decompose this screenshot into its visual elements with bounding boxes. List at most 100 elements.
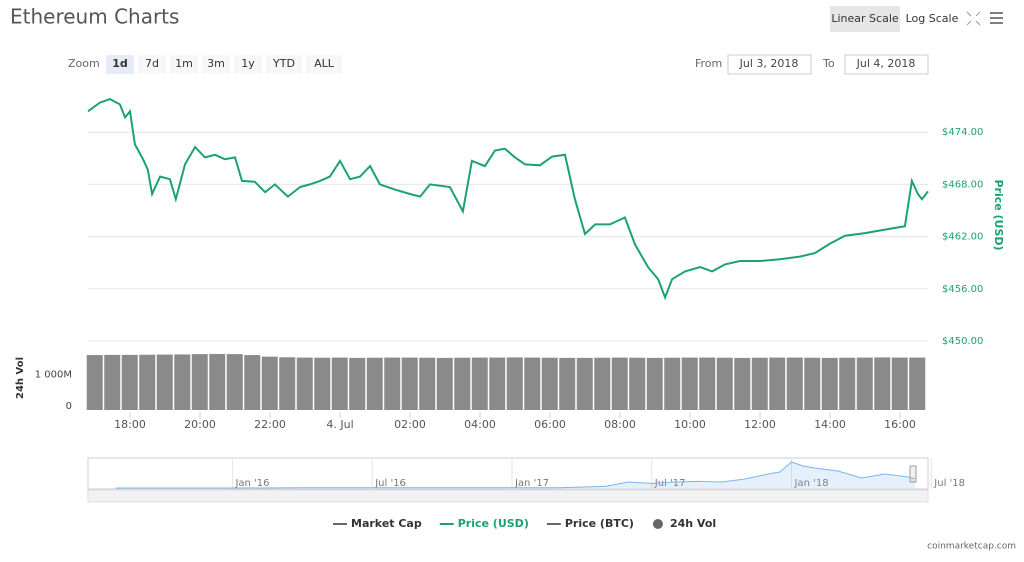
- volume-bar: [419, 357, 436, 410]
- nav-tick-label: Jul '16: [374, 478, 406, 489]
- volume-bar: [506, 357, 523, 410]
- volume-bar: [296, 357, 313, 410]
- zoom-button-label[interactable]: 1y: [241, 57, 255, 70]
- volume-bar: [174, 354, 191, 410]
- to-date[interactable]: Jul 4, 2018: [856, 57, 916, 70]
- volume-bar: [156, 354, 173, 410]
- volume-bar: [454, 357, 471, 410]
- zoom-button-label[interactable]: 7d: [145, 57, 159, 70]
- volume-bar: [751, 357, 768, 410]
- nav-tick-label: Jan '17: [514, 478, 549, 489]
- x-tick-label: 08:00: [604, 418, 636, 431]
- x-tick-label: 20:00: [184, 418, 216, 431]
- volume-bar: [541, 357, 558, 410]
- volume-bar: [191, 354, 208, 410]
- vol-tick-label: 1 000M: [35, 369, 72, 380]
- scrollbar[interactable]: [87, 489, 929, 503]
- zoom-button[interactable]: [234, 55, 262, 74]
- nav-tick-label: Jan '16: [234, 478, 269, 489]
- legend-label[interactable]: Market Cap: [351, 517, 422, 530]
- to-input[interactable]: [844, 54, 929, 75]
- credit: coinmarketcap.com: [927, 542, 1016, 552]
- nav-tick-label: Jul '17: [654, 478, 686, 489]
- volume-bar: [559, 357, 576, 410]
- volume-bar: [209, 353, 226, 410]
- volume-bar: [104, 354, 121, 410]
- volume-bar: [856, 357, 873, 410]
- scale-button-bg[interactable]: [830, 6, 900, 32]
- x-tick-label: 18:00: [114, 418, 146, 431]
- from-input[interactable]: [727, 54, 812, 75]
- x-tick-label: 04:00: [464, 418, 496, 431]
- volume-bar: [436, 357, 453, 410]
- legend-label[interactable]: 24h Vol: [670, 517, 716, 530]
- nav-area-fill: [115, 462, 915, 488]
- zoom-button[interactable]: [138, 55, 166, 74]
- y-tick-label: $474.00: [942, 127, 983, 138]
- volume-bar: [716, 357, 733, 410]
- navigator-frame: [87, 457, 929, 490]
- volume-bar: [471, 357, 488, 410]
- volume-bar: [874, 357, 891, 410]
- zoom-button-label[interactable]: 1m: [175, 57, 193, 70]
- volume-bar: [489, 357, 506, 410]
- x-tick-label: 14:00: [814, 418, 846, 431]
- x-tick-label: 4. Jul: [326, 418, 353, 431]
- volume-bar: [121, 354, 138, 410]
- scale-button[interactable]: Log Scale: [906, 12, 959, 25]
- volume-bar: [226, 354, 243, 410]
- legend-symbol[interactable]: [652, 519, 663, 529]
- nav-tick-label: Jul '18: [933, 478, 965, 489]
- zoom-button-label[interactable]: 3m: [207, 57, 225, 70]
- scale-button[interactable]: Linear Scale: [831, 12, 899, 25]
- navigator-handle[interactable]: [909, 465, 917, 483]
- zoom-button[interactable]: [266, 55, 302, 74]
- menu-icon[interactable]: [990, 12, 1003, 24]
- volume-bar: [576, 357, 593, 410]
- nav-line: [116, 461, 916, 489]
- x-tick-label: 10:00: [674, 418, 706, 431]
- volume-bar: [279, 357, 296, 410]
- volume-bar: [821, 357, 838, 410]
- volume-bar: [646, 357, 663, 410]
- legend-label[interactable]: Price (USD): [458, 517, 529, 530]
- volume-bar: [611, 357, 628, 410]
- volume-bar: [786, 357, 803, 410]
- from-date[interactable]: Jul 3, 2018: [739, 57, 799, 70]
- volume-bar: [314, 357, 331, 410]
- volume-bar: [699, 357, 716, 410]
- nav-tick-label: Jan '18: [794, 478, 829, 489]
- volume-bar: [909, 357, 926, 410]
- zoom-button-label[interactable]: ALL: [314, 57, 335, 70]
- volume-bar: [86, 355, 103, 410]
- price-line: [87, 98, 929, 301]
- zoom-button[interactable]: [202, 55, 230, 74]
- zoom-button-label[interactable]: 1d: [112, 57, 128, 70]
- volume-bar: [891, 357, 908, 410]
- volume-bar: [524, 357, 541, 410]
- to-label: To: [822, 57, 835, 70]
- fullscreen-icon[interactable]: [966, 11, 981, 26]
- y-tick-label: $468.00: [942, 179, 983, 190]
- title: Ethereum Charts: [10, 5, 179, 29]
- x-tick-label: 22:00: [254, 418, 286, 431]
- y-axis-title: Price (USD): [992, 179, 1005, 250]
- x-tick-label: 12:00: [744, 418, 776, 431]
- zoom-button[interactable]: [106, 55, 134, 74]
- volume-bar: [384, 357, 401, 410]
- vol-axis-title: 24h Vol: [15, 357, 26, 399]
- volume-bar: [664, 357, 681, 410]
- y-tick-label: $462.00: [942, 232, 983, 243]
- zoom-label: Zoom: [68, 57, 100, 70]
- legend-label[interactable]: Price (BTC): [565, 517, 634, 530]
- zoom-button-label[interactable]: YTD: [272, 57, 295, 70]
- volume-bar: [349, 357, 366, 410]
- volume-bar: [261, 356, 278, 410]
- volume-bar: [139, 354, 156, 410]
- volume-bar: [681, 357, 698, 410]
- volume-bar: [629, 357, 646, 410]
- zoom-button[interactable]: [306, 55, 342, 74]
- volume-bar: [401, 357, 418, 410]
- zoom-button[interactable]: [170, 55, 198, 74]
